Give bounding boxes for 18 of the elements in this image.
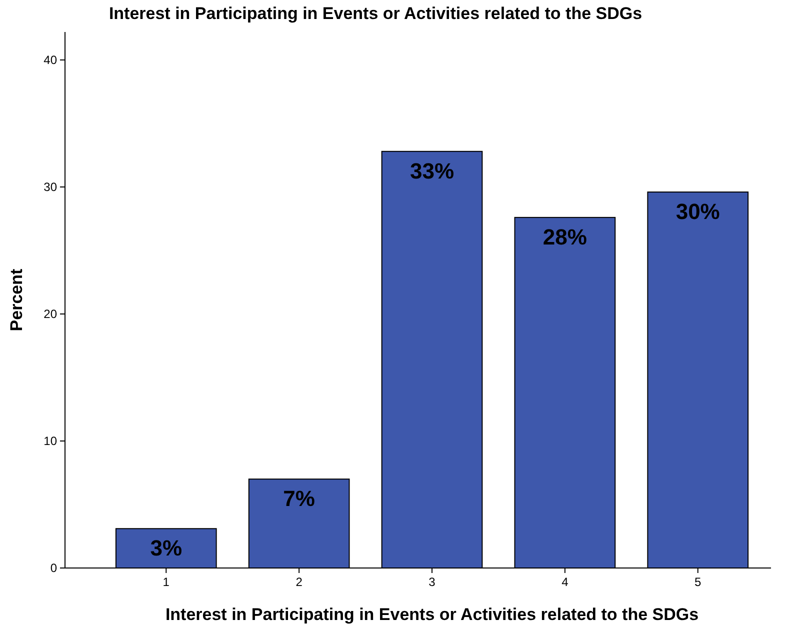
data-label: 7% bbox=[283, 486, 315, 512]
x-tick-label: 2 bbox=[296, 575, 303, 589]
x-axis-title: Interest in Participating in Events or Activities related to the SDGs bbox=[165, 605, 699, 624]
x-tick-label: 3 bbox=[428, 575, 436, 589]
x-tick-label: 1 bbox=[162, 575, 170, 589]
data-label: 30% bbox=[676, 199, 720, 224]
x-tick-label: 4 bbox=[562, 575, 569, 589]
chart-title: Interest in Participating in Events or Activities related to the SDGs bbox=[108, 4, 642, 23]
y-tick-label: 30 bbox=[44, 180, 58, 194]
data-label: 28% bbox=[542, 224, 587, 250]
y-tick-label: 0 bbox=[50, 561, 58, 576]
y-tick-label: 20 bbox=[44, 307, 58, 322]
y-tick-label: 40 bbox=[44, 53, 58, 68]
x-tick-label: 5 bbox=[694, 575, 702, 589]
data-label: 3% bbox=[150, 536, 182, 561]
y-tick-label: 10 bbox=[44, 434, 58, 448]
y-axis-title: Percent bbox=[7, 268, 26, 332]
data-label: 33% bbox=[410, 158, 454, 184]
